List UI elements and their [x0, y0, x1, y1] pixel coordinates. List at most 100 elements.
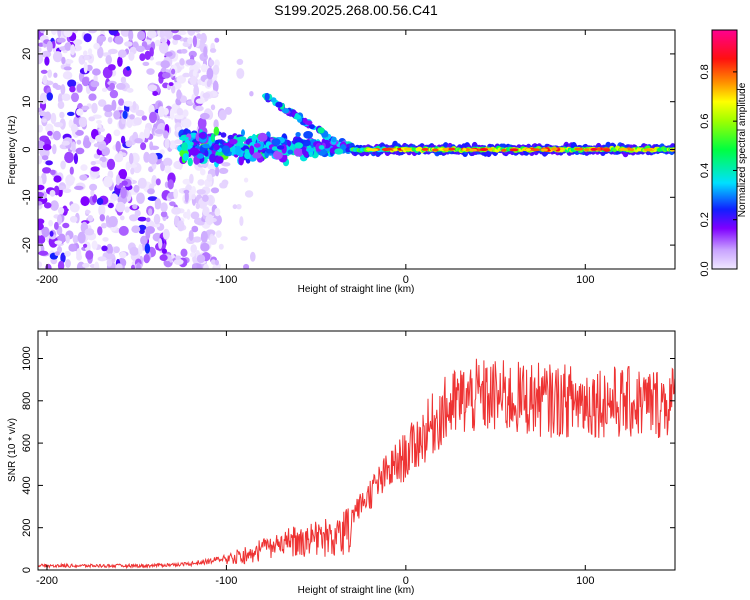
- noise-blob: [244, 190, 254, 198]
- noise-blob: [174, 114, 184, 120]
- noise-blob: [126, 66, 131, 71]
- noise-blob: [81, 105, 90, 111]
- noise-blob: [101, 245, 108, 252]
- noise-blob: [214, 207, 221, 217]
- noise-blob: [39, 30, 45, 34]
- noise-blob: [174, 139, 185, 145]
- noise-blob: [243, 263, 250, 269]
- noise-blob: [147, 196, 158, 202]
- noise-blob: [117, 56, 123, 67]
- signal-blob: [301, 139, 311, 147]
- noise-blob: [77, 231, 86, 244]
- colorbar-tick-label: 0.0: [699, 261, 711, 276]
- noise-blob: [162, 228, 170, 240]
- noise-blob: [61, 56, 66, 65]
- noise-blob: [99, 214, 106, 222]
- noise-blob: [189, 252, 195, 258]
- noise-blob: [190, 244, 197, 254]
- noise-blob: [84, 228, 95, 236]
- noise-blob: [63, 66, 72, 71]
- noise-blob: [172, 38, 179, 46]
- noise-blob: [61, 140, 70, 146]
- noise-blob: [215, 230, 222, 238]
- noise-blob: [92, 194, 98, 203]
- signal-blob: [204, 149, 209, 157]
- snr-ytick-label: 400: [21, 476, 33, 494]
- noise-blob: [192, 263, 197, 269]
- noise-blob: [41, 118, 47, 123]
- noise-blob: [180, 48, 188, 54]
- noise-blob: [67, 79, 77, 88]
- noise-blob: [73, 39, 83, 46]
- noise-blob: [193, 85, 200, 97]
- noise-blob: [173, 258, 184, 265]
- main-signal-peak: [462, 148, 467, 151]
- noise-blob: [215, 165, 220, 177]
- noise-blob: [147, 152, 158, 165]
- noise-blob: [64, 151, 74, 164]
- noise-blob: [65, 259, 71, 268]
- signal-blob: [220, 132, 227, 138]
- noise-blob: [59, 111, 65, 119]
- noise-blob: [239, 216, 244, 227]
- noise-blob: [184, 190, 189, 203]
- noise-blob: [70, 123, 78, 133]
- noise-blob: [200, 32, 207, 44]
- noise-blob: [83, 61, 88, 74]
- noise-blob: [163, 107, 169, 116]
- main-signal-peak: [480, 147, 486, 151]
- noise-blob: [144, 50, 151, 61]
- signal-blob: [276, 145, 285, 150]
- noise-blob: [130, 167, 135, 175]
- snr-ytick-label: 800: [21, 392, 33, 410]
- noise-blob: [96, 120, 102, 124]
- noise-blob: [52, 51, 63, 63]
- noise-blob: [167, 179, 174, 190]
- noise-blob: [120, 135, 126, 144]
- main-signal-peak: [525, 148, 532, 152]
- noise-blob: [38, 184, 45, 191]
- noise-blob: [41, 155, 49, 161]
- noise-blob: [74, 185, 84, 190]
- noise-blob: [192, 69, 197, 78]
- signal-blob: [295, 132, 301, 137]
- noise-blob: [236, 68, 245, 79]
- noise-blob: [124, 206, 130, 213]
- noise-blob: [172, 34, 182, 41]
- noise-blob: [76, 139, 82, 145]
- noise-blob: [103, 104, 114, 112]
- noise-blob: [79, 174, 88, 181]
- noise-blob: [40, 69, 48, 74]
- noise-blob: [164, 165, 172, 174]
- noise-blob: [236, 204, 242, 210]
- noise-blob: [214, 37, 220, 43]
- noise-blob: [218, 167, 229, 174]
- noise-blob: [191, 225, 199, 233]
- noise-blob: [109, 89, 119, 99]
- noise-blob: [38, 261, 43, 268]
- noise-blob: [57, 260, 65, 269]
- noise-blob: [44, 56, 50, 66]
- signal-blob: [272, 150, 283, 160]
- noise-blob: [97, 226, 103, 236]
- noise-blob: [145, 226, 155, 234]
- noise-blob: [154, 129, 164, 135]
- signal-blob: [238, 155, 244, 166]
- noise-blob: [91, 102, 98, 114]
- noise-blob: [136, 262, 141, 269]
- noise-blob: [107, 64, 116, 71]
- noise-blob: [38, 140, 45, 149]
- noise-blob: [177, 30, 187, 36]
- noise-blob: [124, 41, 133, 47]
- noise-blob: [72, 234, 79, 244]
- noise-blob: [206, 67, 214, 80]
- main-signal-peak: [509, 148, 519, 152]
- noise-blob: [182, 109, 189, 117]
- signal-blob: [315, 142, 323, 152]
- noise-blob: [45, 263, 52, 269]
- noise-blob: [39, 92, 47, 105]
- noise-blob: [118, 98, 125, 106]
- noise-blob: [232, 204, 238, 210]
- noise-blob: [51, 30, 57, 36]
